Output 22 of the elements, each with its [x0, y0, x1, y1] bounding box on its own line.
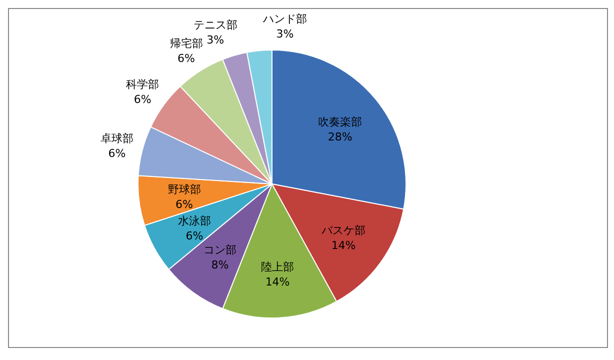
slice-label: 吹奏楽部 — [318, 116, 362, 129]
slice-label: 帰宅部 — [170, 36, 203, 50]
slice-label: コン部 — [204, 244, 237, 257]
data-label: 6% — [134, 92, 152, 106]
slice-label: バスケ部 — [320, 224, 366, 237]
slice-label: ハンド部 — [262, 12, 307, 26]
data-label: 14% — [265, 275, 290, 288]
data-label: 3% — [276, 28, 294, 41]
data-label: 14% — [331, 238, 356, 252]
data-label: 8% — [211, 258, 229, 272]
slice-label: 陸上部 — [261, 260, 294, 274]
data-label: 6% — [176, 198, 193, 212]
slice-label: 卓球部 — [100, 132, 134, 146]
slice-label: テニス部 — [193, 18, 238, 32]
data-label: 6% — [186, 230, 204, 243]
slice-label: 水泳部 — [178, 214, 211, 228]
slice-label: 野球部 — [168, 183, 201, 196]
slice-label: 科学部 — [126, 78, 160, 91]
data-label: 28% — [328, 130, 352, 144]
data-label: 6% — [108, 147, 126, 160]
data-label: 3% — [206, 33, 224, 46]
data-label: 6% — [178, 52, 195, 65]
